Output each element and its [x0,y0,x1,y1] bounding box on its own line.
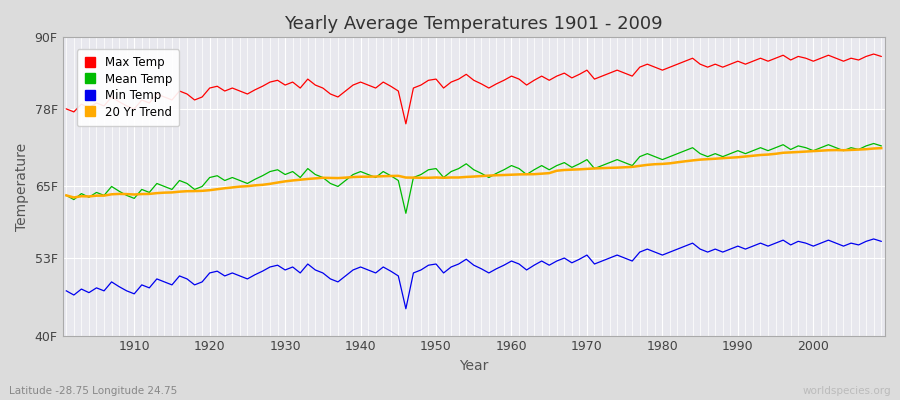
X-axis label: Year: Year [459,359,489,373]
Title: Yearly Average Temperatures 1901 - 2009: Yearly Average Temperatures 1901 - 2009 [284,15,663,33]
Y-axis label: Temperature: Temperature [15,142,29,230]
Legend: Max Temp, Mean Temp, Min Temp, 20 Yr Trend: Max Temp, Mean Temp, Min Temp, 20 Yr Tre… [76,49,179,126]
Text: Latitude -28.75 Longitude 24.75: Latitude -28.75 Longitude 24.75 [9,386,177,396]
Text: worldspecies.org: worldspecies.org [803,386,891,396]
